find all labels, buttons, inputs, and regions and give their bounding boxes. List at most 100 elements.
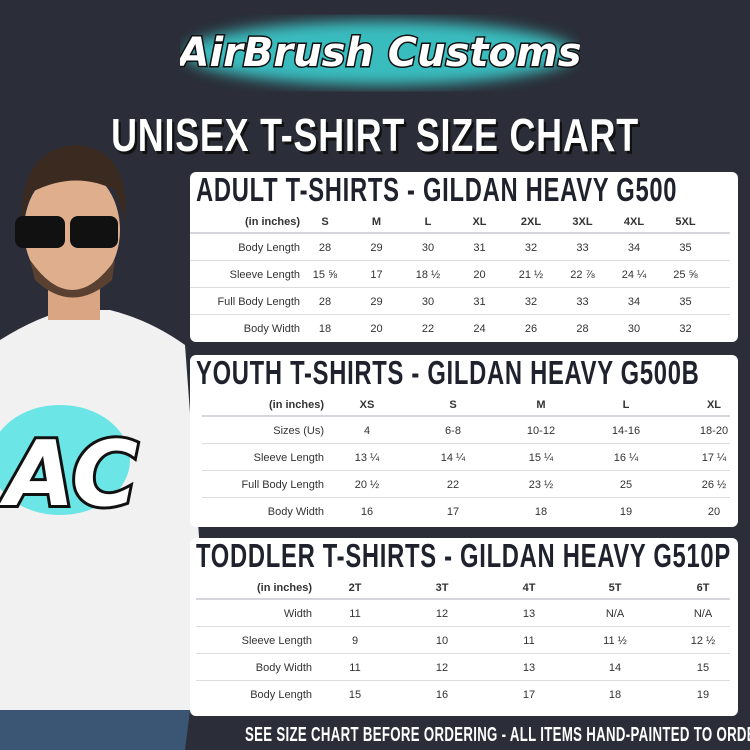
cell: 11 <box>523 635 535 647</box>
header-row: (in inches) 2T 3T 4T 5T 6T <box>196 574 730 600</box>
cell: 12 <box>435 608 449 620</box>
column-header: 5T <box>608 582 622 594</box>
cell: 11 ½ <box>603 635 627 647</box>
column-header: XS <box>359 399 375 411</box>
cell: 26 <box>524 323 538 335</box>
cell: 18 <box>608 689 622 701</box>
cell: 12 <box>435 662 449 674</box>
cell: 15 ¼ <box>528 452 554 464</box>
cell: 34 <box>627 296 641 308</box>
cell: 21 ½ <box>518 269 544 281</box>
cell: 34 <box>627 242 641 254</box>
table-row: Sleeve Length 15 ⅝ 17 18 ½ 20 21 ½ 22 ⅞ 24 ¼ 25 … <box>190 261 730 288</box>
column-header: 2XL <box>520 216 542 228</box>
cell: 16 <box>360 506 374 518</box>
svg-text:AC: AC <box>0 422 138 527</box>
cell: 35 <box>679 296 692 308</box>
table-row: Body Width 18 20 22 24 26 28 30 32 <box>190 315 730 342</box>
column-header: 3T <box>435 582 449 594</box>
cell: 19 <box>696 689 710 701</box>
cell: 28 <box>318 296 332 308</box>
column-header: L <box>424 216 432 228</box>
column-header: XL <box>706 399 722 411</box>
row-label: Full Body Length <box>241 479 324 491</box>
cell: 10 <box>435 635 449 647</box>
cell: 10-12 <box>526 425 556 437</box>
column-header: M <box>536 399 546 411</box>
column-header: M <box>371 216 382 228</box>
cell: 13 ¼ <box>354 452 380 464</box>
cell: 29 <box>370 296 383 308</box>
table-row: Body Length 28 29 30 31 32 33 34 35 <box>190 234 730 261</box>
youth-size-table: YOUTH T-SHIRTS - GILDAN HEAVY G500B (in i… <box>190 355 738 527</box>
cell: 22 <box>446 479 460 491</box>
cell: 35 <box>679 242 692 254</box>
cell: 33 <box>576 296 589 308</box>
cell: 29 <box>370 242 383 254</box>
cell: N/A <box>605 608 625 620</box>
row-label: Body Width <box>267 506 324 518</box>
airbrush-customs-logo: AirBrush Customs <box>180 21 580 85</box>
column-header: XL <box>472 216 487 228</box>
column-header: 4XL <box>623 216 645 228</box>
row-label: Body Width <box>243 323 300 335</box>
cell: 12 ½ <box>690 635 716 647</box>
cell: 19 <box>619 506 633 518</box>
cell: 31 <box>473 296 486 308</box>
cell: 14-16 <box>611 425 641 437</box>
cell: 24 ¼ <box>621 269 647 281</box>
model-photo: AC <box>0 145 200 750</box>
cell: 25 <box>619 479 633 491</box>
cell: 24 <box>473 323 486 335</box>
row-label: Body Width <box>255 662 312 674</box>
row-label: Full Body Length <box>217 296 300 308</box>
table-title: YOUTH T-SHIRTS - GILDAN HEAVY G500B <box>196 355 700 391</box>
cell: 15 <box>696 662 710 674</box>
row-label: Width <box>283 608 312 620</box>
header-row: (in inches) XS S M L XL <box>202 391 730 417</box>
row-label: (in inches) <box>268 399 324 411</box>
cell: 33 <box>576 242 589 254</box>
cell: 20 <box>473 269 486 281</box>
cell: N/A <box>693 608 713 620</box>
table-row: Body Width 16 17 18 19 20 <box>202 498 730 525</box>
table-row: Sleeve Length 13 ¼ 14 ¼ 15 ¼ 16 ¼ 17 ¼ <box>202 444 730 471</box>
cell: 32 <box>524 296 538 308</box>
table-row: Body Width 11 12 13 14 15 <box>196 654 730 681</box>
column-header: 5XL <box>675 216 696 228</box>
column-header: S <box>449 399 457 411</box>
column-header: L <box>622 399 630 411</box>
cell: 32 <box>679 323 692 335</box>
cell: 30 <box>421 242 435 254</box>
cell: 13 <box>522 662 536 674</box>
cell: 28 <box>576 323 589 335</box>
cell: 14 ¼ <box>440 452 466 464</box>
row-label: Body Length <box>250 689 312 701</box>
cell: 20 ½ <box>354 479 380 491</box>
header-row: (in inches) S M L XL 2XL 3XL 4XL 5XL <box>190 208 730 234</box>
cell: 9 <box>351 635 359 647</box>
cell: 14 <box>608 662 622 674</box>
cell: 18-20 <box>699 425 729 437</box>
cell: 32 <box>524 242 538 254</box>
table-row: Full Body Length 20 ½ 22 23 ½ 25 26 ½ <box>202 471 730 498</box>
row-label: (in inches) <box>244 216 300 228</box>
cell: 11 <box>349 662 361 674</box>
cell: 26 ½ <box>701 479 727 491</box>
cell: 18 <box>534 506 548 518</box>
cell: 17 <box>370 269 383 281</box>
row-label: (in inches) <box>256 582 312 594</box>
cell: 17 <box>522 689 536 701</box>
cell: 13 <box>522 608 536 620</box>
cell: 15 ⅝ <box>312 269 338 281</box>
cell: 22 ⅞ <box>570 269 595 281</box>
cell: 31 <box>473 242 486 254</box>
table-title: ADULT T-SHIRTS - GILDAN HEAVY G500 <box>196 172 678 208</box>
column-header: 2T <box>348 582 362 594</box>
table-row: Sizes (Us) 4 6-8 10-12 14-16 18-20 <box>202 417 730 444</box>
cell: 30 <box>627 323 641 335</box>
cell: 4 <box>363 425 371 437</box>
cell: 6-8 <box>445 425 461 437</box>
adult-size-table: ADULT T-SHIRTS - GILDAN HEAVY G500 (in in… <box>190 172 738 342</box>
cell: 17 ¼ <box>701 452 727 464</box>
